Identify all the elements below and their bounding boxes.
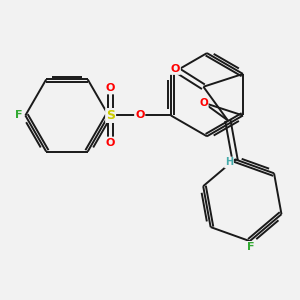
Text: O: O: [171, 64, 180, 74]
Text: S: S: [106, 109, 115, 122]
Text: O: O: [199, 98, 208, 108]
Text: F: F: [247, 242, 255, 252]
Text: O: O: [135, 110, 144, 121]
Text: H: H: [225, 158, 233, 167]
Text: O: O: [106, 83, 115, 94]
Text: F: F: [15, 110, 22, 121]
Text: O: O: [106, 137, 115, 148]
